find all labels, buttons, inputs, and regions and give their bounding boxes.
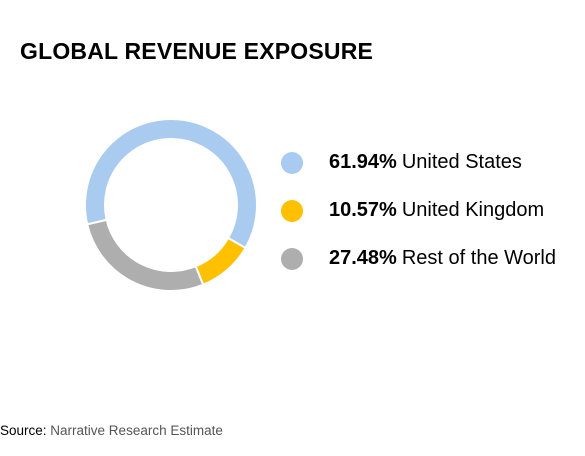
legend-swatch-united-kingdom [281, 199, 303, 222]
legend-item-united-states: 61.94% United States [281, 148, 585, 177]
legend-label-united-kingdom: United Kingdom [401, 199, 545, 221]
legend-swatch-united-states [281, 151, 303, 174]
legend-value-rest-of-the-world: 27.48% [329, 247, 397, 269]
chart-title: GLOBAL REVENUE EXPOSURE [20, 38, 374, 64]
legend-value-united-kingdom: 10.57% [329, 199, 397, 221]
legend-item-united-kingdom: 10.57% United Kingdom [281, 196, 585, 225]
legend-value-united-states: 61.94% [329, 151, 397, 173]
source-value: Narrative Research Estimate [50, 423, 223, 438]
legend-label-united-states: United States [401, 151, 522, 173]
donut-slice-united-states [84, 118, 258, 250]
donut-slice-united-kingdom [194, 236, 247, 287]
legend-item-rest-of-the-world: 27.48% Rest of the World [281, 244, 585, 273]
legend: 61.94% United States 10.57% United Kingd… [281, 148, 585, 292]
legend-swatch-rest-of-the-world [281, 247, 303, 270]
source-note: Source: Narrative Research Estimate [0, 423, 223, 438]
source-label: Source: [0, 423, 47, 438]
donut-slice-rest-of-the-world [86, 218, 205, 292]
legend-label-rest-of-the-world: Rest of the World [401, 247, 556, 269]
